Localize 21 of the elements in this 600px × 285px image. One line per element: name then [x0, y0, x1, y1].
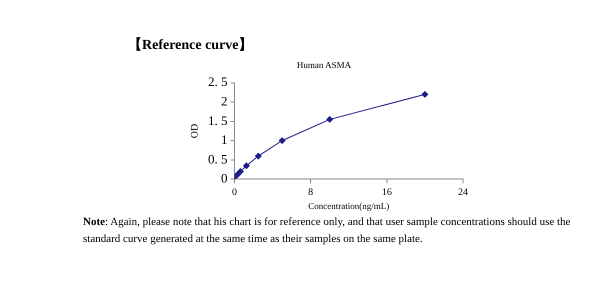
y-tick-label: 0: [221, 170, 228, 186]
x-axis-title: Concentration(ng/mL): [308, 200, 390, 211]
x-tick-label: 24: [458, 186, 468, 198]
x-tick-label: 0: [232, 186, 237, 198]
point: [254, 152, 262, 160]
point: [278, 137, 286, 144]
x-tick-label: 8: [308, 186, 314, 198]
text: Note: Again, please note that his chart is for reference only, and that user sample concentrations should use the standard curve generated at the same time as their samples on the same plate.: [83, 215, 572, 247]
y-axis-title: OD: [190, 124, 201, 138]
y-tick-label: 0. 5: [208, 151, 228, 166]
point: [236, 168, 244, 175]
point: [242, 162, 250, 170]
chart-title: 【Reference curve】: [128, 36, 253, 54]
y-tick-label: 2: [221, 94, 228, 108]
y-tick-label: 2. 5: [208, 74, 228, 90]
point: [326, 116, 334, 123]
x-tick-label: 16: [382, 186, 392, 198]
y-tick-label: 1. 5: [208, 112, 228, 128]
chart-subtitle: Human ASMA: [296, 60, 352, 70]
y-tick-label: 1: [221, 132, 228, 148]
point: [421, 90, 428, 98]
